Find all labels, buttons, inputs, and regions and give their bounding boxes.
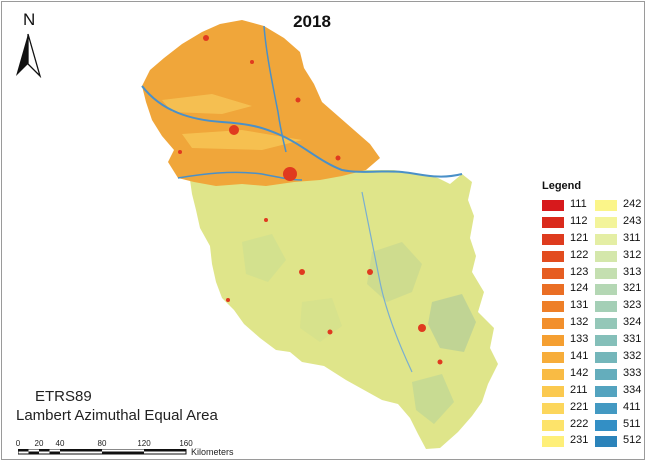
legend-label: 321 [623,282,642,295]
danube-river [141,85,463,178]
urban-area [203,35,209,41]
legend-swatch [595,301,617,313]
legend-label: 312 [623,248,642,261]
legend-label: 141 [570,350,589,363]
urban-area [327,329,333,335]
legend-label: 243 [623,214,642,227]
urban-area [250,60,254,64]
legend-swatch [542,436,564,448]
legend-swatch [595,216,617,228]
morava-river [361,191,413,373]
legend-label: 324 [623,316,642,329]
urban-area [229,125,239,135]
legend-swatch [542,352,564,364]
legend-swatch [542,402,564,414]
legend-swatch [595,284,617,296]
legend-label: 111 [570,198,587,210]
urban-area [437,359,443,365]
urban-area [283,167,297,181]
legend-label: 242 [623,198,642,210]
legend-label: 323 [623,299,642,312]
scale-tick: 160 [179,439,193,448]
legend-label: 112 [570,214,588,227]
urban-area [418,324,426,332]
legend-label: 411 [623,400,641,413]
forest-patch [412,374,454,424]
scale-tick: 80 [97,439,107,448]
legend-swatch [542,301,564,313]
north-arrow-icon [16,33,42,78]
legend-label: 133 [570,333,589,346]
legend-swatch [595,200,617,211]
legend-swatch [595,250,617,262]
scale-unit: Kilometers [191,447,234,457]
legend-swatch [542,368,564,380]
legend-label: 332 [623,350,642,363]
urban-area [226,298,230,302]
legend-swatch [542,284,564,296]
legend-swatch [542,335,564,347]
legend-swatch [542,419,564,431]
projection-label: ETRS89 Lambert Azimuthal Equal Area [16,387,218,425]
legend-swatch [595,368,617,380]
legend-label: 132 [570,316,589,329]
urban-area [335,155,341,161]
forest-patch [428,294,476,352]
north-letter: N [23,10,36,29]
legend-swatch [595,233,617,245]
legend-swatch [542,250,564,262]
legend-title: Legend [542,180,582,192]
legend-label: 142 [570,366,589,379]
scale-tick: 0 [15,439,21,448]
legend-swatch [595,385,617,397]
legend-swatch [542,233,564,245]
legend-label: 123 [570,265,589,278]
projection-name: Lambert Azimuthal Equal Area [16,407,218,424]
legend-label: 333 [623,366,642,379]
tisa-river [263,25,287,153]
legend-label: 231 [570,434,589,447]
legend-label: 124 [570,282,589,295]
legend-swatch [595,419,617,431]
legend-swatch [542,216,564,228]
legend-swatch [542,200,564,211]
legend-swatch [542,385,564,397]
crop-strip [162,94,252,114]
urban-area [295,97,301,103]
legend-label: 331 [623,333,642,346]
legend-swatch [595,352,617,364]
legend-swatch [595,335,617,347]
legend-swatch [595,436,617,448]
urban-area [178,150,182,154]
urban-area [264,218,268,222]
scale-tick: 20 [34,439,44,448]
legend-label: 122 [570,248,589,261]
legend-label: 511 [623,417,641,430]
legend-label: 334 [623,383,642,396]
projection-datum: ETRS89 [35,388,92,405]
crop-strip [182,130,302,150]
scale-tick: 120 [137,439,151,448]
scale-tick: 40 [55,439,65,448]
legend-swatch [542,318,564,330]
legend-label: 121 [570,231,589,244]
legend-label: 211 [570,383,588,396]
legend-label: 313 [623,265,642,278]
legend-label: 131 [570,299,589,312]
scale-bar-graphic [18,449,187,455]
urban-area [367,269,373,275]
forest-patch [242,234,286,282]
legend-swatch [542,267,564,279]
legend-swatch [595,267,617,279]
legend-label: 311 [623,231,641,244]
legend-swatch [595,318,617,330]
legend-label: 512 [623,434,642,447]
legend-label: 221 [570,400,589,413]
urban-area [299,269,305,275]
legend-label: 222 [570,417,589,430]
map-title: 2018 [293,12,331,31]
legend-swatch [595,402,617,414]
